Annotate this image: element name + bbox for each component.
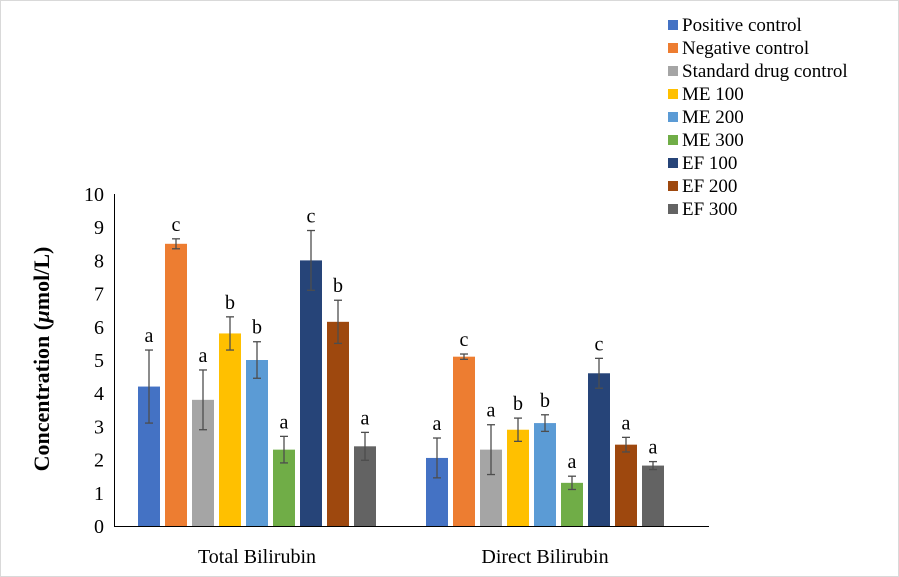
legend-item: Negative control <box>668 38 809 59</box>
y-tick-label: 9 <box>94 217 104 239</box>
legend-label: Standard drug control <box>682 61 848 82</box>
legend-item: EF 300 <box>668 199 737 220</box>
x-category-label: Total Bilirubin <box>198 546 316 568</box>
y-tick-label: 0 <box>94 516 104 538</box>
bar <box>192 399 214 526</box>
bar <box>273 449 295 526</box>
significance-label: b <box>513 393 523 415</box>
legend-item: ME 300 <box>668 130 744 151</box>
significance-label: a <box>622 412 631 434</box>
y-tick-label: 3 <box>94 416 104 438</box>
bar <box>165 243 187 527</box>
legend-label: EF 300 <box>682 199 737 220</box>
significance-label: a <box>361 407 370 429</box>
y-axis-title-mu: µ <box>29 310 54 324</box>
legend-label: ME 100 <box>682 84 744 105</box>
bar <box>453 356 475 526</box>
y-tick-label: 10 <box>84 184 104 206</box>
bar <box>327 321 349 526</box>
significance-label: c <box>307 206 316 228</box>
bar <box>642 465 664 526</box>
legend-swatch <box>668 135 678 145</box>
bar <box>615 444 637 526</box>
y-tick-label: 1 <box>94 483 104 505</box>
legend-item: ME 100 <box>668 84 744 105</box>
legend-item: Standard drug control <box>668 61 848 82</box>
y-tick-label: 4 <box>94 383 104 405</box>
bar <box>480 449 502 526</box>
significance-label: a <box>649 437 658 459</box>
legend-item: EF 100 <box>668 153 737 174</box>
y-axis-title: Concentration (µmol/L) <box>29 247 54 472</box>
significance-label: a <box>145 325 154 347</box>
legend-swatch <box>668 112 678 122</box>
significance-label: a <box>433 413 442 435</box>
legend-swatch <box>668 204 678 214</box>
significance-label: a <box>568 451 577 473</box>
legend-item: ME 200 <box>668 107 744 128</box>
legend-label: EF 200 <box>682 176 737 197</box>
legend-label: EF 100 <box>682 153 737 174</box>
y-axis-ticks: 0 1 2 3 4 5 6 7 8 9 10 <box>84 184 104 538</box>
bar <box>138 386 160 526</box>
legend-swatch <box>668 181 678 191</box>
y-axis-title-part-2: mol/L) <box>29 247 54 311</box>
bar <box>507 429 529 526</box>
y-tick-label: 7 <box>94 284 104 306</box>
bar <box>534 423 556 526</box>
legend-swatch <box>668 66 678 76</box>
legend-item: EF 200 <box>668 176 737 197</box>
bar <box>300 260 322 526</box>
legend-item: Positive control <box>668 15 802 36</box>
y-axis-title-part-1: Concentration ( <box>29 323 54 471</box>
significance-label: a <box>280 411 289 433</box>
legend-swatch <box>668 43 678 53</box>
legend-label: Positive control <box>682 15 802 36</box>
bar <box>246 360 268 526</box>
significance-label: b <box>225 292 235 314</box>
y-tick-label: 6 <box>94 317 104 339</box>
bar <box>426 457 448 526</box>
significance-label: a <box>487 400 496 422</box>
bar <box>219 333 241 526</box>
x-category-label: Direct Bilirubin <box>481 546 608 568</box>
legend-swatch <box>668 20 678 30</box>
bar <box>561 482 583 526</box>
bar <box>588 373 610 526</box>
significance-label: a <box>199 345 208 367</box>
significance-label: b <box>252 317 262 339</box>
error-bars <box>145 229 657 491</box>
x-axis-categories: Total Bilirubin Direct Bilirubin <box>198 546 609 568</box>
significance-label: c <box>172 214 181 236</box>
y-tick-label: 8 <box>94 250 104 272</box>
legend-label: ME 300 <box>682 130 744 151</box>
y-tick-label: 2 <box>94 450 104 472</box>
legend-label: Negative control <box>682 38 809 59</box>
significance-label: c <box>595 333 604 355</box>
bar <box>354 446 376 526</box>
bars <box>138 243 664 527</box>
legend-swatch <box>668 158 678 168</box>
significance-label: c <box>460 329 469 351</box>
significance-label: b <box>540 390 550 412</box>
legend-swatch <box>668 89 678 99</box>
y-tick-label: 5 <box>94 350 104 372</box>
significance-label: b <box>333 275 343 297</box>
legend-label: ME 200 <box>682 107 744 128</box>
